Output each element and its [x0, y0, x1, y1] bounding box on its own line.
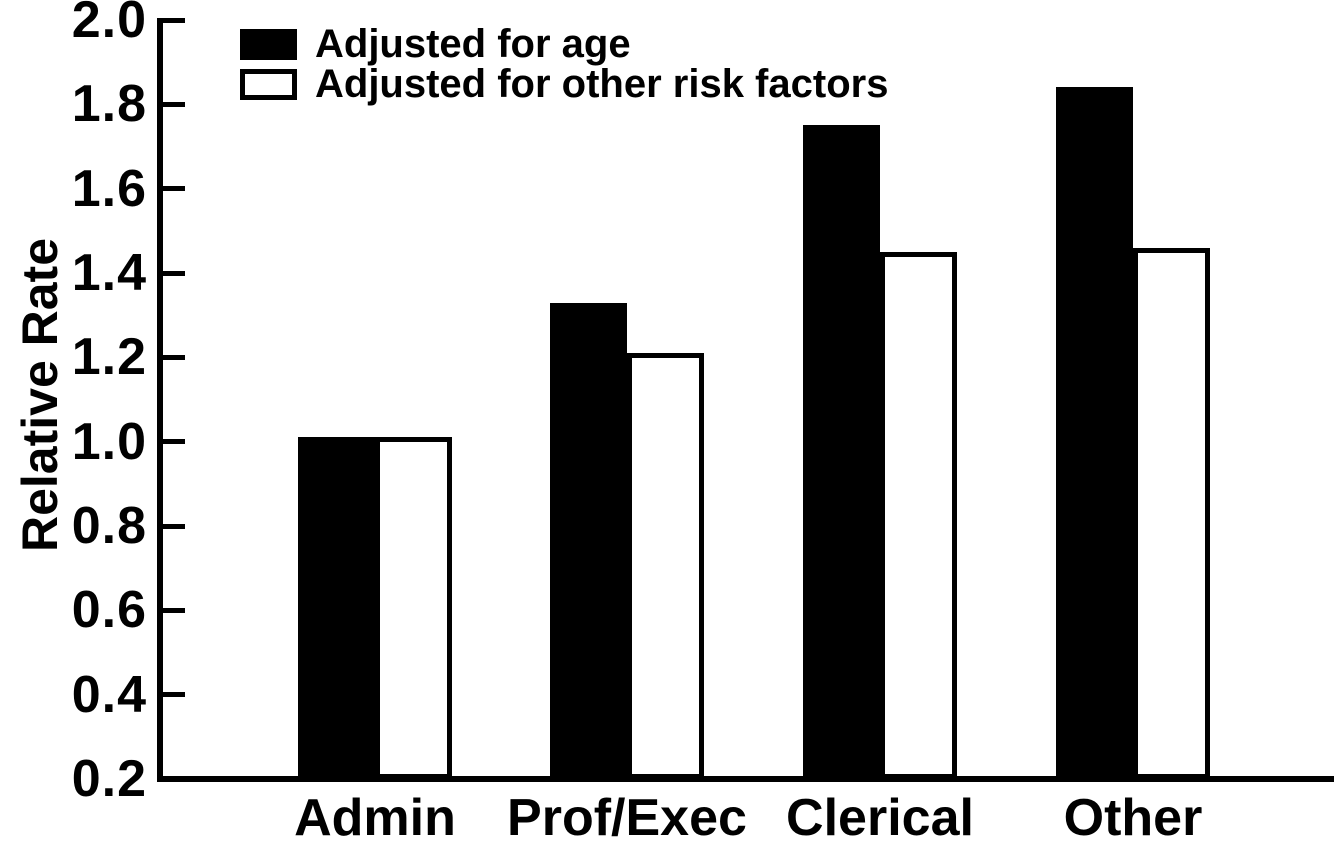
y-tick-label: 2.0 — [71, 0, 147, 49]
bar-adjusted-for-age-admin — [298, 437, 375, 779]
x-category-label: Admin — [294, 789, 456, 847]
legend-item-adjusted-for-other-risk-factors: Adjusted for other risk factors — [240, 61, 889, 106]
legend-label: Adjusted for age — [315, 21, 631, 66]
bar-adjusted-for-age-prof-exec — [550, 302, 627, 779]
x-category-label: Other — [1063, 789, 1203, 847]
bar-adjusted-for-other-risk-factors-other — [1133, 247, 1210, 779]
y-tick-mark — [157, 523, 185, 529]
bar-adjusted-for-other-risk-factors-clerical — [880, 251, 957, 779]
legend-item-adjusted-for-age: Adjusted for age — [240, 21, 888, 66]
bar-adjusted-for-other-risk-factors-prof-exec — [627, 353, 704, 779]
y-tick-label: 0.4 — [71, 665, 147, 724]
x-category-label: Prof/Exec — [507, 789, 747, 847]
y-tick-mark — [157, 439, 185, 445]
y-tick-label: 1.8 — [71, 75, 147, 134]
x-category-label: Clerical — [786, 789, 974, 847]
y-tick-label: 0.2 — [71, 750, 147, 808]
legend-swatch-filled-icon — [240, 28, 297, 60]
y-tick-mark — [157, 186, 185, 192]
y-tick-mark — [157, 607, 185, 613]
y-tick-label: 0.6 — [71, 581, 147, 640]
bar-adjusted-for-age-clerical — [803, 125, 880, 779]
y-tick-label: 1.2 — [71, 328, 147, 387]
legend-swatch-outlined-icon — [240, 68, 297, 100]
y-tick-mark — [157, 17, 185, 23]
legend-label: Adjusted for other risk factors — [315, 61, 889, 106]
y-tick-label: 1.4 — [71, 244, 147, 302]
y-tick-mark — [157, 776, 185, 782]
y-tick-mark — [157, 354, 185, 360]
y-tick-label: 0.8 — [71, 497, 147, 555]
bar-adjusted-for-other-risk-factors-admin — [375, 437, 452, 779]
y-tick-label: 1.0 — [71, 412, 147, 471]
y-tick-mark — [157, 101, 185, 107]
y-tick-label: 1.6 — [71, 159, 147, 218]
x-axis-line — [157, 776, 1334, 782]
legend: Adjusted for age Adjusted for other risk… — [240, 21, 889, 106]
y-tick-mark — [157, 692, 185, 698]
y-axis-line — [157, 20, 163, 782]
y-tick-mark — [157, 270, 185, 276]
bar-adjusted-for-age-other — [1056, 87, 1133, 779]
